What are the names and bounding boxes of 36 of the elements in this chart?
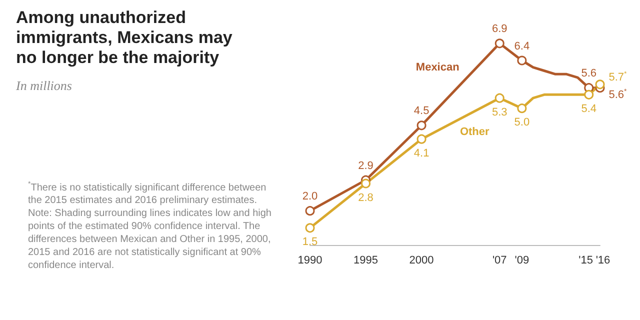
point xyxy=(494,38,504,48)
x-tick-label: '07 xyxy=(492,254,507,266)
data-label: 2.0 xyxy=(302,190,318,203)
text: Among unauthorized immigrants, Mexicans may no longer be the majority xyxy=(16,8,234,68)
point xyxy=(361,178,371,188)
data-label: 4.5 xyxy=(414,105,430,118)
point xyxy=(494,93,504,103)
x-tick-label: 1990 xyxy=(298,254,322,266)
point xyxy=(305,223,315,233)
x-tick-label: 1995 xyxy=(354,254,378,266)
text: Note: Shading surrounding lines indicates low and high points of the estimated 90% confidence interval. The differences between Mexican and Other in 1995, 2000, 2015 and 2016 are not statistically significant at 90% confidence interval. xyxy=(28,207,272,272)
data-label: 5.0 xyxy=(514,116,530,129)
point xyxy=(305,206,315,216)
data-label: 5.6 xyxy=(581,68,596,80)
point xyxy=(517,56,527,66)
data-label: 6.9 xyxy=(492,23,508,36)
point xyxy=(517,104,527,114)
point xyxy=(416,134,426,144)
data-label: 5.3 xyxy=(492,106,508,118)
point xyxy=(584,90,594,100)
series-label: Other xyxy=(460,126,490,138)
series-label: Mexican xyxy=(416,61,460,74)
text: In millions xyxy=(16,78,73,94)
x-tick-label: 2000 xyxy=(409,254,434,266)
point xyxy=(416,120,426,130)
data-label: 2.9 xyxy=(358,160,374,172)
point xyxy=(595,80,605,90)
data-label: 6.4 xyxy=(514,40,530,52)
data-label: 2.8 xyxy=(358,192,374,204)
x-tick-label: '15 xyxy=(578,254,594,266)
data-label: 1.5 xyxy=(302,236,318,248)
data-label: 5.4 xyxy=(581,102,596,115)
x-tick-label: '16 xyxy=(596,254,610,266)
text: $^{*}$There is no statistically significant difference between the 2015 estimates and 2016 preliminary estimates. xyxy=(28,180,268,208)
x-tick-label: '09 xyxy=(514,254,530,266)
data-label: 4.1 xyxy=(414,147,430,160)
